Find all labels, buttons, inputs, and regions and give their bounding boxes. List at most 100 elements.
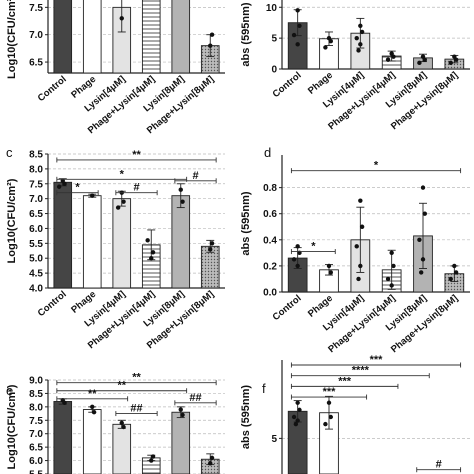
data-point [385, 57, 391, 62]
data-point [420, 185, 426, 190]
data-point [419, 270, 424, 275]
data-point [62, 400, 67, 406]
panel-letter: f [262, 381, 266, 396]
data-point [326, 400, 332, 405]
y-axis-label: abs (595nm) [240, 2, 252, 67]
y-tick-label: 0.6 [263, 209, 277, 220]
data-point [180, 199, 185, 204]
data-point [295, 8, 300, 13]
data-point [150, 250, 156, 255]
data-point [295, 244, 300, 249]
y-tick-label: 5 [271, 434, 277, 445]
y-tick-label: 7.5 [29, 179, 43, 190]
bar [82, 0, 102, 74]
data-point [354, 35, 359, 41]
panel-letter: d [264, 145, 271, 160]
y-tick-label: 6.0 [29, 456, 43, 467]
significance-label: * [120, 168, 125, 180]
data-point [358, 198, 363, 203]
data-point [291, 257, 297, 262]
significance-label: * [374, 160, 379, 172]
data-point [119, 420, 124, 426]
data-point [453, 57, 459, 62]
data-point [358, 42, 363, 47]
data-point [452, 263, 457, 269]
bar [82, 195, 102, 289]
data-point [323, 421, 328, 427]
y-tick-label: 0.4 [263, 235, 277, 246]
data-point [422, 57, 427, 62]
significance-label: **** [352, 365, 370, 377]
data-point [209, 241, 215, 246]
data-point [448, 60, 453, 66]
y-tick-label: 0 [271, 65, 277, 76]
significance-label: ## [189, 392, 201, 404]
data-point [359, 224, 365, 229]
y-axis-label: Log10(CFU/cm²) [6, 178, 18, 263]
significance-label: ** [132, 372, 141, 384]
y-axis-label: abs (595nm) [240, 385, 252, 450]
data-point [121, 424, 126, 430]
data-point [359, 29, 365, 35]
y-tick-label: 7.0 [29, 30, 43, 41]
y-tick-label: 6.5 [29, 443, 43, 454]
data-point [328, 39, 333, 44]
data-point [119, 16, 124, 21]
data-point [209, 32, 215, 37]
y-axis-label: Log10(CFU/cm²) [6, 384, 18, 469]
bar [53, 0, 73, 74]
y-tick-label: 6.0 [29, 224, 43, 235]
significance-label: ## [130, 403, 142, 415]
data-point [448, 276, 453, 282]
data-point [209, 455, 215, 461]
data-point [295, 400, 300, 405]
data-point [391, 263, 396, 269]
data-point [417, 60, 422, 66]
x-tick-label: Control [36, 74, 69, 104]
y-tick-label: 5.5 [29, 470, 43, 474]
y-tick-label: 0.0 [263, 288, 277, 299]
y-tick-label: 10 [266, 3, 278, 14]
significance-label: * [75, 182, 80, 194]
y-axis-label: abs (595nm) [240, 191, 252, 256]
significance-label: * [311, 241, 316, 253]
panel-e: 5.5 6.0 6.5 7.0 7.5 8.0 8.5 9.0 Log10(CFU/cm²) **… [6, 372, 225, 474]
bar [82, 409, 102, 474]
data-point [297, 407, 302, 413]
y-tick-label: 5.5 [29, 239, 43, 250]
bar [53, 181, 73, 289]
data-point [180, 412, 185, 418]
bar [112, 423, 132, 474]
bar [53, 401, 73, 474]
data-point [358, 23, 363, 28]
data-point [356, 276, 361, 282]
data-point [149, 458, 154, 463]
data-point [145, 238, 150, 243]
data-point [328, 270, 333, 275]
y-tick-label: 4.0 [29, 284, 43, 295]
data-point [208, 247, 213, 252]
panel-c: 4.0 4.5 5.0 5.5 6.0 6.5 7.0 7.5 8.0 8.5 Log10(CFU/… [6, 145, 225, 351]
data-point [420, 257, 426, 262]
data-point [208, 461, 213, 466]
data-point [358, 263, 363, 269]
data-point [389, 283, 394, 288]
data-point [295, 418, 300, 423]
significance-label: *** [370, 354, 384, 366]
y-tick-label: 7.0 [29, 194, 43, 205]
y-tick-label: 8.0 [29, 164, 43, 175]
significance-label: *** [323, 386, 337, 398]
y-axis-label: Log10(CFU/cm²) [6, 0, 18, 79]
data-point [291, 32, 297, 38]
y-tick-label: 5.0 [29, 254, 43, 265]
significance-label: # [436, 459, 442, 471]
data-point [328, 414, 333, 420]
data-point [295, 42, 300, 47]
panel-letter: e [6, 383, 13, 398]
data-point [295, 263, 300, 269]
data-point [121, 199, 126, 204]
data-point [385, 276, 391, 282]
